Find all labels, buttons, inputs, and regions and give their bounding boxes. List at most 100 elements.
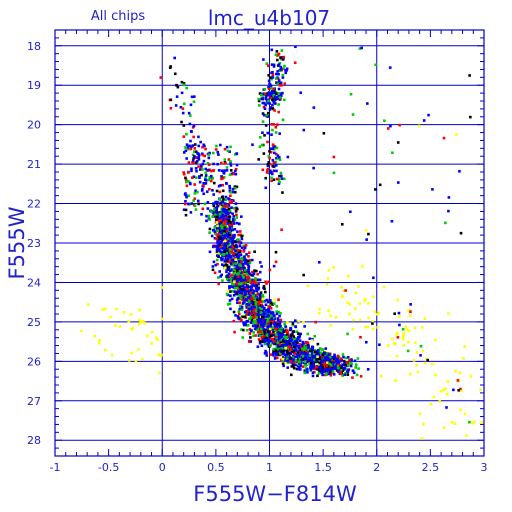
star-point	[268, 327, 272, 331]
star-point	[268, 316, 271, 320]
star-point	[248, 327, 252, 331]
star-point	[224, 244, 228, 248]
star-point	[236, 272, 239, 276]
star-point	[282, 67, 285, 70]
star-point	[239, 295, 243, 298]
star-point	[306, 348, 310, 352]
star-point	[182, 135, 186, 138]
star-point	[297, 363, 301, 367]
star-point	[412, 359, 416, 362]
star-point	[274, 322, 277, 326]
star-point	[197, 202, 200, 206]
star-point	[226, 222, 229, 225]
star-point	[258, 296, 262, 300]
star-point	[299, 332, 303, 336]
star-point	[446, 380, 450, 383]
star-point	[275, 50, 279, 53]
star-point	[312, 354, 316, 357]
star-point	[222, 172, 226, 175]
star-point	[276, 58, 279, 62]
star-point	[193, 155, 196, 158]
star-point	[242, 258, 245, 262]
star-point	[397, 311, 401, 315]
star-point	[276, 154, 280, 157]
star-point	[279, 330, 283, 333]
star-point	[201, 145, 204, 149]
star-point	[227, 240, 231, 244]
star-point	[293, 337, 297, 340]
star-point	[230, 240, 234, 244]
star-point	[249, 329, 253, 333]
star-point	[252, 331, 255, 334]
star-point	[364, 340, 368, 344]
star-point	[298, 343, 302, 346]
star-point	[326, 277, 330, 280]
star-point	[230, 248, 234, 251]
star-point	[228, 150, 231, 153]
star-point	[160, 286, 164, 289]
star-point	[266, 162, 270, 166]
star-point	[109, 315, 112, 319]
star-point	[254, 300, 258, 304]
star-point	[297, 319, 300, 323]
star-point	[202, 184, 205, 187]
star-point	[269, 85, 273, 88]
star-point	[296, 337, 299, 341]
star-point	[256, 293, 260, 296]
star-point	[229, 191, 233, 194]
star-point	[220, 175, 223, 178]
star-point	[258, 92, 262, 95]
star-point	[220, 195, 224, 199]
star-point	[235, 253, 239, 257]
star-point	[223, 204, 226, 208]
star-point	[275, 177, 279, 181]
star-point	[269, 169, 272, 173]
star-point	[228, 299, 232, 302]
star-point	[254, 324, 257, 327]
star-point	[257, 320, 261, 324]
star-point	[273, 302, 276, 305]
star-point	[273, 109, 276, 112]
star-point	[261, 295, 265, 299]
star-point	[226, 149, 230, 153]
star-point	[319, 356, 322, 359]
star-point	[351, 376, 354, 379]
star-point	[222, 253, 226, 256]
star-point	[265, 341, 268, 345]
star-point	[237, 260, 241, 263]
star-point	[279, 68, 283, 71]
star-point	[193, 192, 197, 195]
star-point	[213, 232, 217, 235]
star-point	[359, 375, 363, 378]
star-point	[316, 368, 320, 371]
star-point	[302, 352, 306, 355]
star-point	[318, 307, 321, 311]
star-point	[231, 228, 234, 232]
star-point	[253, 307, 256, 311]
star-point	[216, 162, 220, 166]
star-point	[278, 158, 282, 162]
star-point	[264, 303, 268, 307]
star-point	[240, 306, 244, 309]
star-point	[344, 371, 347, 375]
star-point	[248, 289, 251, 293]
star-point	[274, 160, 278, 164]
star-point	[220, 177, 223, 181]
star-point	[329, 314, 332, 318]
star-point	[253, 279, 256, 283]
star-point	[210, 234, 214, 238]
star-point	[227, 197, 230, 200]
star-point	[229, 161, 232, 165]
star-point	[318, 347, 322, 350]
star-point	[264, 336, 268, 340]
star-point	[332, 155, 336, 159]
star-point	[169, 98, 173, 102]
star-point	[312, 106, 316, 109]
star-point	[235, 282, 238, 286]
star-point	[184, 208, 188, 212]
star-point	[268, 320, 272, 324]
star-point	[231, 285, 235, 289]
star-point	[190, 202, 193, 205]
star-point	[247, 269, 250, 273]
star-point	[272, 341, 276, 345]
